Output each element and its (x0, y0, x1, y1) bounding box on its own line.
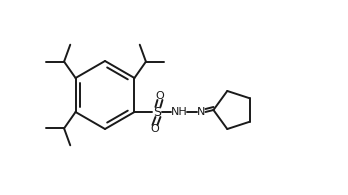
Text: NH: NH (171, 107, 188, 117)
Text: S: S (153, 105, 161, 119)
Text: O: O (155, 91, 164, 101)
Text: N: N (197, 107, 206, 117)
Text: O: O (150, 124, 159, 134)
